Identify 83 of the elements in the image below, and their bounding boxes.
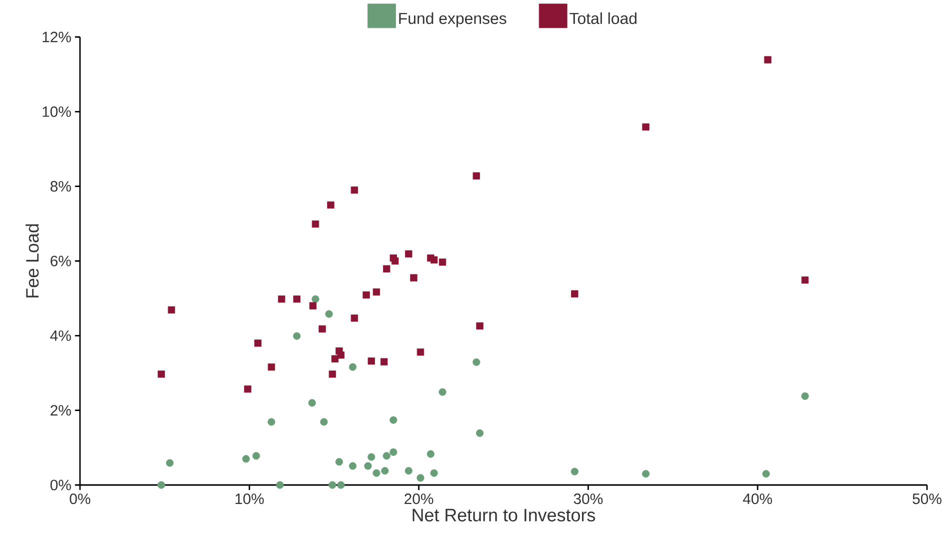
y-tick-label: 12% [42, 32, 71, 42]
point [801, 392, 809, 400]
point [327, 201, 334, 209]
y-tick-label: 8% [50, 181, 71, 192]
point [368, 357, 375, 365]
point [308, 399, 316, 407]
point [312, 220, 320, 228]
point [762, 470, 770, 478]
point [254, 340, 262, 347]
point [337, 351, 344, 359]
point [276, 481, 284, 489]
point [571, 290, 578, 298]
point [309, 302, 317, 310]
point [372, 469, 380, 477]
point [158, 370, 165, 378]
point [244, 385, 252, 393]
point [430, 256, 438, 264]
point [362, 291, 370, 299]
point [325, 310, 333, 318]
y-tick-label: 10% [42, 106, 71, 117]
x-tick-label: 0% [70, 494, 90, 504]
point [416, 474, 424, 482]
point [278, 295, 286, 303]
point [268, 418, 276, 426]
point [472, 172, 480, 180]
point [337, 481, 345, 489]
point [381, 467, 389, 475]
legend-label: Fund expenses [399, 12, 506, 28]
point [476, 322, 484, 330]
point [438, 388, 446, 396]
y-tick-label: 2% [50, 405, 71, 416]
point [372, 288, 380, 296]
point [416, 348, 424, 356]
point [318, 325, 326, 333]
point [390, 416, 398, 424]
point [380, 358, 388, 366]
point [168, 306, 176, 314]
point [382, 452, 390, 460]
point [368, 453, 376, 461]
point [328, 481, 336, 489]
point [764, 56, 772, 64]
point [293, 295, 300, 303]
x-tick-label: 50% [912, 494, 942, 504]
point [252, 452, 260, 460]
y-axis-title: Fee Load [26, 224, 39, 298]
point [158, 481, 166, 489]
point [390, 448, 398, 456]
point [364, 462, 372, 470]
y-tick-label: 6% [50, 256, 71, 266]
x-tick-label: 40% [742, 494, 772, 504]
point [410, 274, 418, 282]
point [350, 314, 358, 322]
y-tick-label: 0% [50, 480, 71, 490]
point [166, 459, 174, 467]
point [392, 257, 399, 265]
point [328, 370, 336, 378]
point [312, 295, 320, 303]
point [570, 468, 578, 476]
point [642, 470, 650, 478]
point [383, 265, 390, 272]
point [405, 250, 412, 258]
x-axis-title: Net Return to Investors [412, 508, 596, 522]
x-tick-label: 30% [574, 494, 603, 504]
point [476, 429, 484, 437]
y-tick-label: 4% [50, 330, 71, 341]
x-tick-label: 20% [404, 494, 434, 504]
point [438, 258, 446, 266]
point [404, 467, 412, 475]
legend-label: Total load [570, 12, 636, 24]
point [293, 332, 301, 340]
point [268, 363, 276, 371]
point [350, 186, 358, 194]
point [642, 123, 650, 131]
point [242, 455, 250, 463]
point [348, 363, 357, 371]
x-tick-label: 10% [236, 494, 264, 504]
point [348, 462, 357, 470]
point [335, 458, 343, 466]
point [472, 358, 480, 366]
point [426, 450, 434, 458]
point [801, 276, 809, 284]
point [430, 469, 438, 477]
point [320, 418, 328, 426]
